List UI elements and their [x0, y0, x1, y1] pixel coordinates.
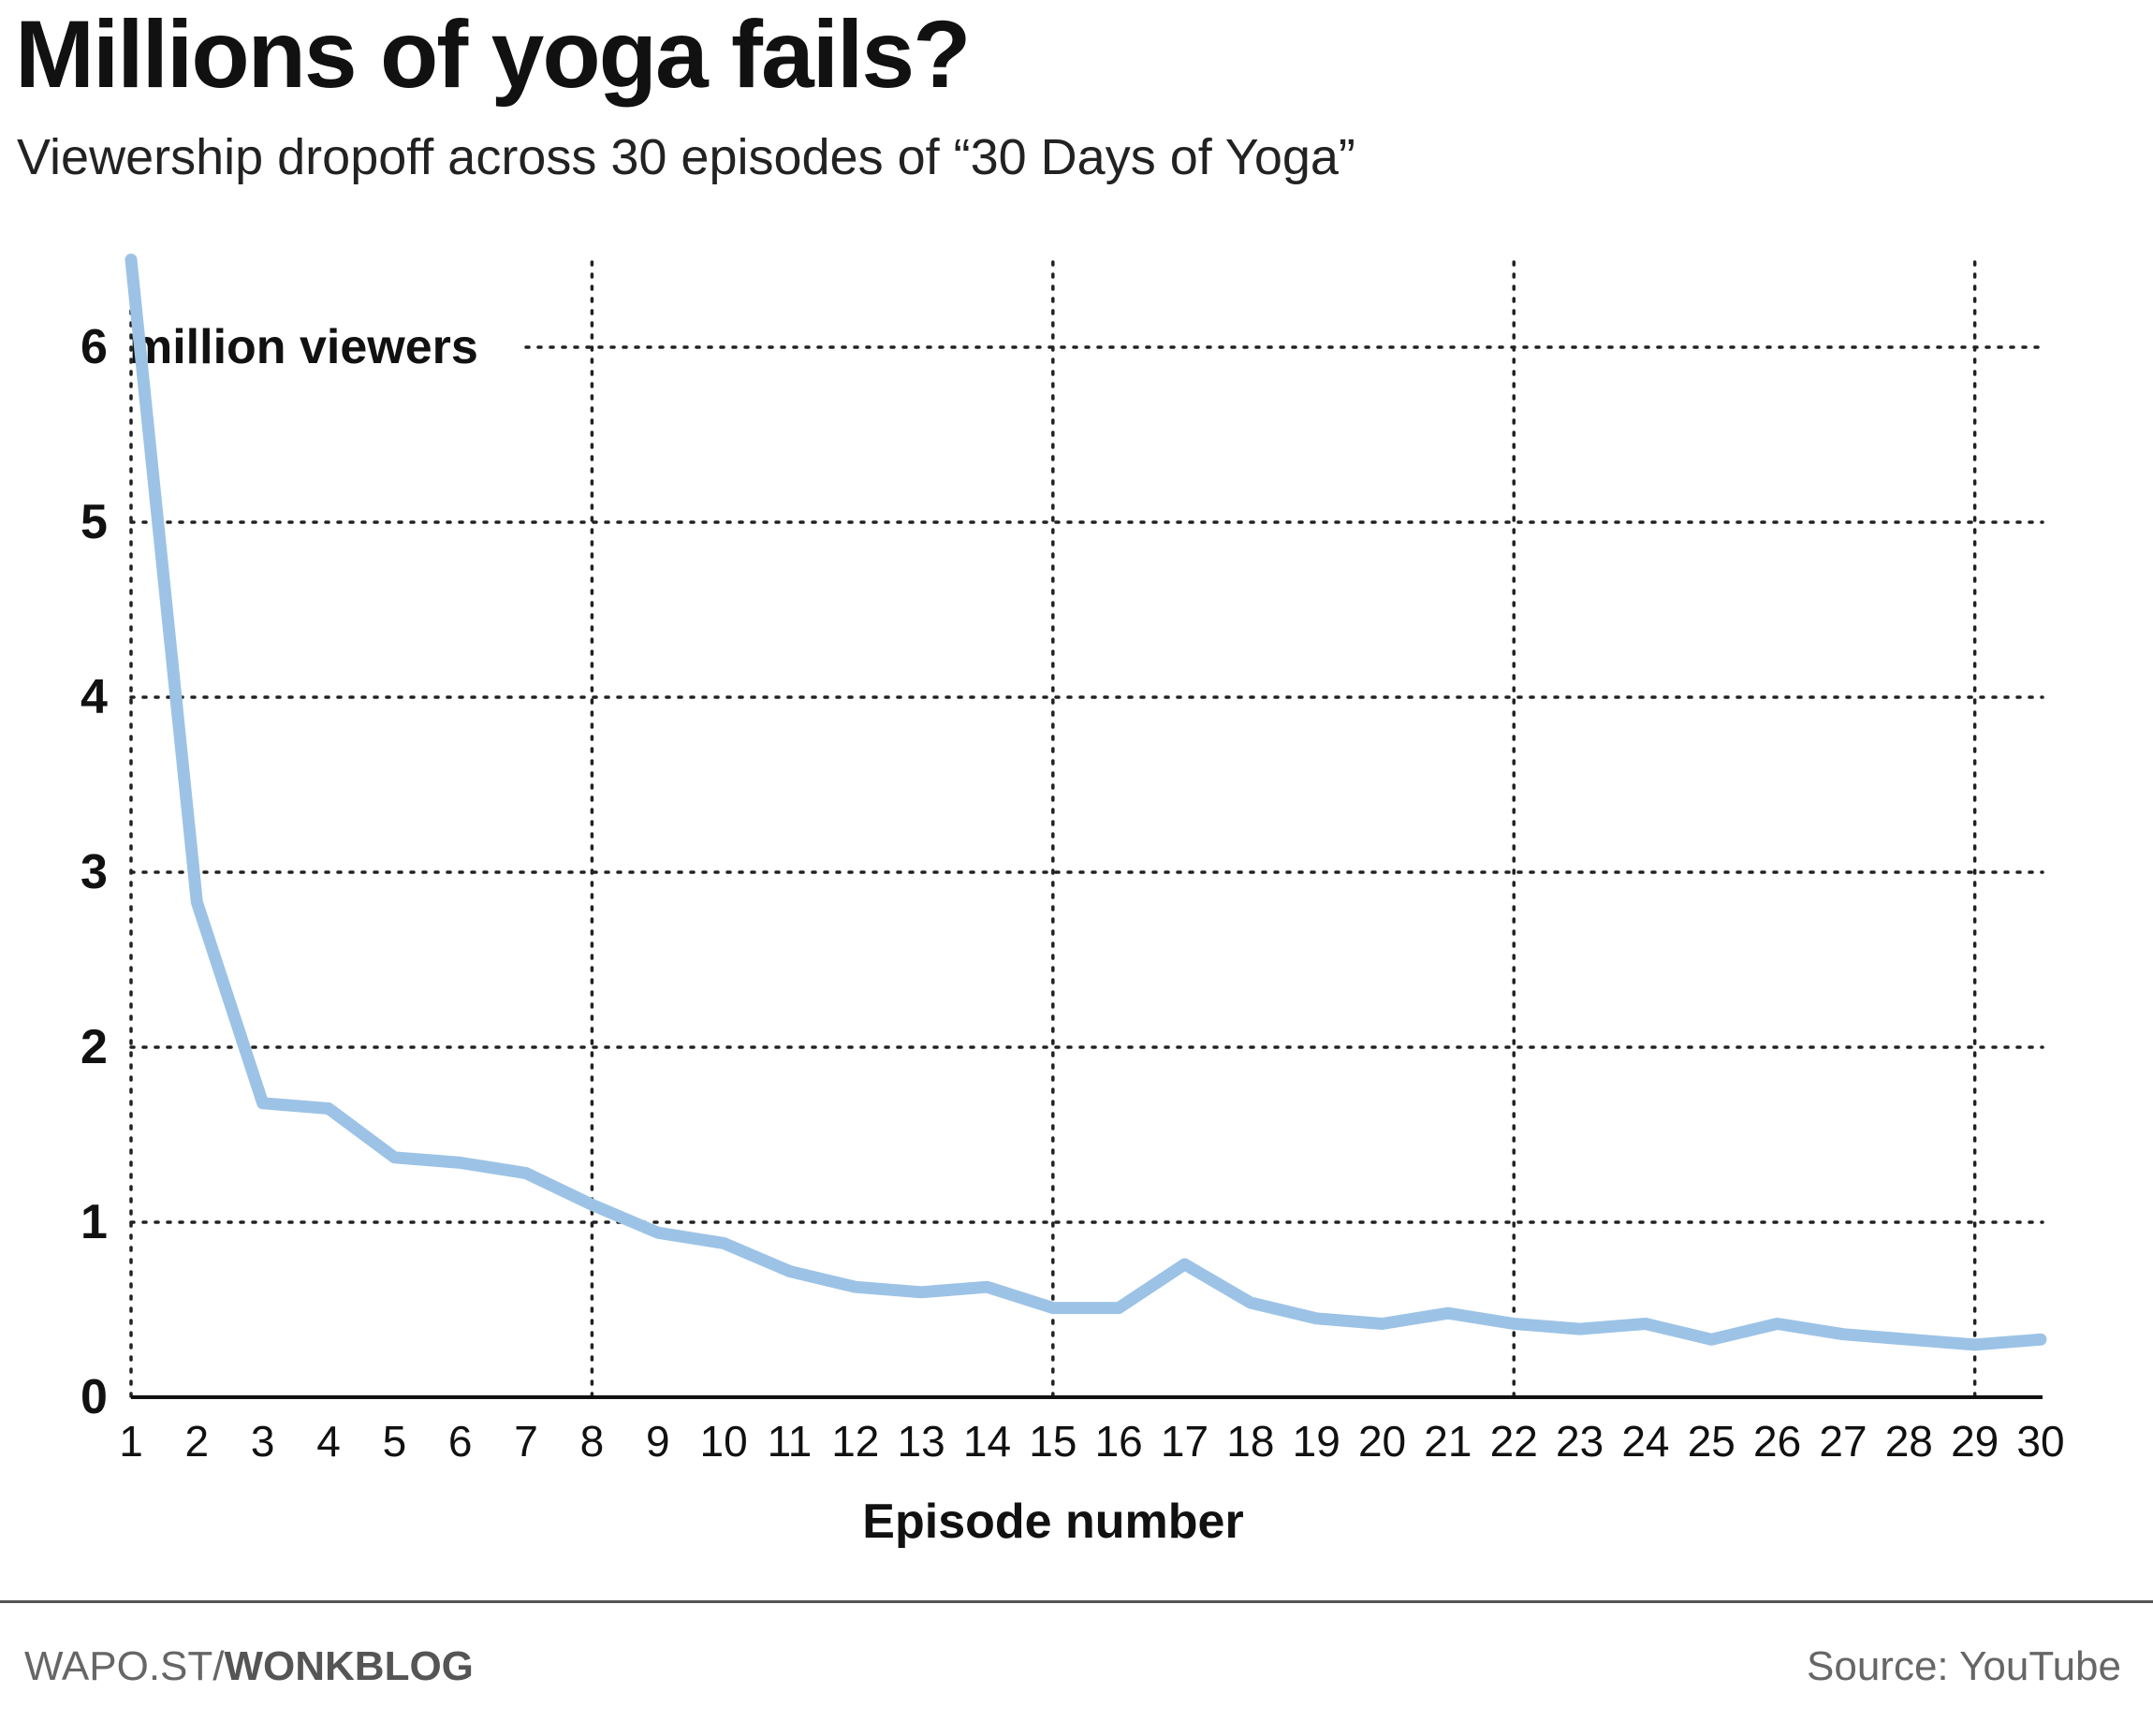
x-axis-label: Episode number — [862, 1495, 1243, 1549]
x-tick-label-1: 1 — [119, 1417, 143, 1466]
x-tick-label-4: 4 — [316, 1417, 341, 1466]
x-tick-label-16: 16 — [1095, 1417, 1143, 1466]
x-tick-label-2: 2 — [185, 1417, 210, 1466]
x-tick-label-8: 8 — [580, 1417, 605, 1466]
chart-subtitle: Viewership dropoff across 30 episodes of… — [17, 129, 1355, 185]
x-tick-label-24: 24 — [1621, 1417, 1669, 1466]
x-tick-label-7: 7 — [514, 1417, 538, 1466]
x-tick-label-19: 19 — [1293, 1417, 1340, 1466]
x-tick-label-5: 5 — [383, 1417, 407, 1466]
x-tick-label-11: 11 — [768, 1417, 813, 1466]
footer-credit: WAPO.ST/WONKBLOG — [24, 1643, 474, 1690]
x-tick-label-14: 14 — [963, 1417, 1011, 1466]
x-tick-labels: 1 2 3 4 5 6 7 8 9 10 11 12 13 14 15 16 17 18 19 20 21 22 23 24 2… — [119, 1417, 2064, 1466]
x-tick-label-25: 25 — [1688, 1417, 1736, 1466]
footer-divider — [0, 1600, 2153, 1603]
y-tick-labels: 0 1 2 3 4 5 6 million viewers — [81, 320, 478, 1424]
y-tick-label-3: 3 — [81, 845, 108, 899]
x-tick-label-6: 6 — [448, 1417, 473, 1466]
credit-prefix: WAPO.ST/ — [24, 1643, 225, 1689]
x-tick-label-10: 10 — [700, 1417, 748, 1466]
y-tick-label-4: 4 — [81, 670, 108, 724]
y-tick-label-0: 0 — [81, 1370, 108, 1424]
x-tick-label-13: 13 — [898, 1417, 945, 1466]
x-tick-label-23: 23 — [1556, 1417, 1604, 1466]
x-tick-label-21: 21 — [1424, 1417, 1472, 1466]
x-tick-label-15: 15 — [1029, 1417, 1076, 1466]
series-group — [124, 254, 2047, 1351]
x-tick-label-27: 27 — [1819, 1417, 1867, 1466]
x-tick-label-17: 17 — [1161, 1417, 1208, 1466]
y-unit-label: million viewers — [129, 320, 478, 374]
x-tick-label-12: 12 — [831, 1417, 879, 1466]
x-tick-label-28: 28 — [1885, 1417, 1933, 1466]
footer-source: Source: YouTube — [1807, 1643, 2121, 1689]
x-tick-label-3: 3 — [251, 1417, 275, 1466]
y-tick-label-6: 6 — [81, 320, 108, 374]
chart-title: Millions of yoga fails? — [15, 1, 971, 108]
x-tick-label-22: 22 — [1490, 1417, 1538, 1466]
credit-brand: WONKBLOG — [224, 1643, 474, 1689]
x-tick-label-30: 30 — [2016, 1417, 2064, 1466]
horizontal-gridlines — [129, 345, 2044, 1224]
y-tick-label-1: 1 — [81, 1195, 108, 1249]
series-line-0 — [124, 254, 2047, 1351]
vertical-gridlines — [129, 260, 1977, 1399]
x-tick-label-29: 29 — [1951, 1417, 1999, 1466]
y-tick-label-5: 5 — [81, 495, 108, 549]
x-tick-label-20: 20 — [1358, 1417, 1406, 1466]
x-tick-label-26: 26 — [1753, 1417, 1801, 1466]
x-tick-label-9: 9 — [646, 1417, 670, 1466]
y-tick-label-2: 2 — [81, 1020, 108, 1074]
x-tick-label-18: 18 — [1226, 1417, 1274, 1466]
